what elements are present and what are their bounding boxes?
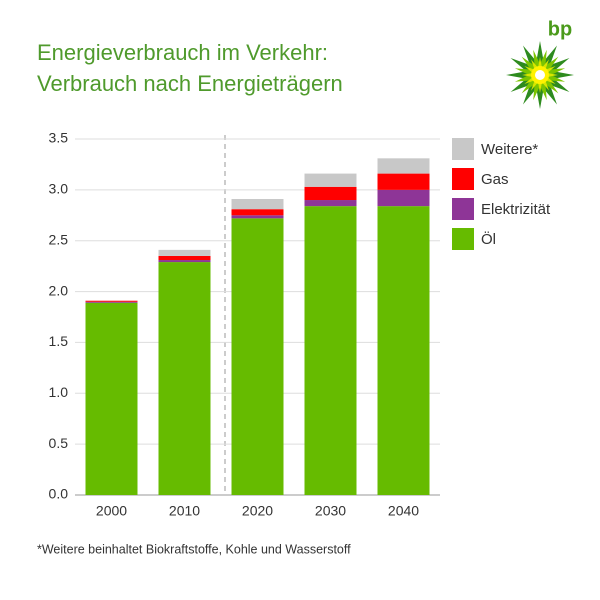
legend-label: Öl — [481, 230, 496, 248]
y-tick-label: 3.0 — [49, 181, 69, 197]
x-tick-label: 2030 — [315, 503, 346, 519]
chart-title: Verbrauch nach Energieträgern — [37, 71, 343, 96]
bar-segment — [231, 215, 284, 219]
y-tick-label: 3.5 — [49, 130, 69, 146]
logo-core — [535, 70, 545, 80]
x-tick-label: 2000 — [96, 503, 127, 519]
bar-segment — [377, 173, 430, 190]
bar-segment — [304, 206, 357, 496]
bar-segment — [377, 158, 430, 174]
bar-segment — [158, 262, 211, 495]
y-tick-label: 0.5 — [49, 435, 69, 451]
bar-segment — [85, 301, 138, 303]
y-tick-label: 2.0 — [49, 282, 69, 298]
bar-segment — [158, 255, 211, 261]
footnote: *Weitere beinhaltet Biokraftstoffe, Kohl… — [37, 542, 351, 556]
y-tick-label: 0.0 — [49, 486, 69, 502]
bar-segment — [158, 260, 211, 263]
x-tick-label: 2040 — [388, 503, 419, 519]
bar-segment — [304, 173, 357, 187]
x-tick-label: 2020 — [242, 503, 273, 519]
legend-swatch — [452, 168, 474, 190]
bar-segment — [304, 186, 357, 201]
y-tick-label: 1.5 — [49, 333, 69, 349]
bar-segment — [377, 189, 430, 207]
chart-title: Energieverbrauch im Verkehr: — [37, 40, 328, 65]
bar-segment — [304, 200, 357, 207]
bar-segment — [231, 199, 284, 210]
bar-segment — [85, 302, 138, 495]
x-tick-label: 2010 — [169, 503, 200, 519]
legend-label: Weitere* — [481, 141, 538, 158]
logo — [506, 41, 574, 109]
bar-segment — [158, 249, 211, 256]
legend-swatch — [452, 228, 474, 250]
bar-segment — [85, 300, 138, 302]
logo-text: bp — [548, 18, 572, 40]
bar-segment — [231, 209, 284, 216]
bar-segment — [231, 218, 284, 495]
legend-label: Elektrizität — [481, 201, 551, 218]
y-tick-label: 2.5 — [49, 231, 69, 247]
legend-swatch — [452, 138, 474, 160]
legend-swatch — [452, 198, 474, 220]
bar-segment — [377, 206, 430, 496]
y-tick-label: 1.0 — [49, 384, 69, 400]
legend-label: Gas — [481, 171, 509, 188]
